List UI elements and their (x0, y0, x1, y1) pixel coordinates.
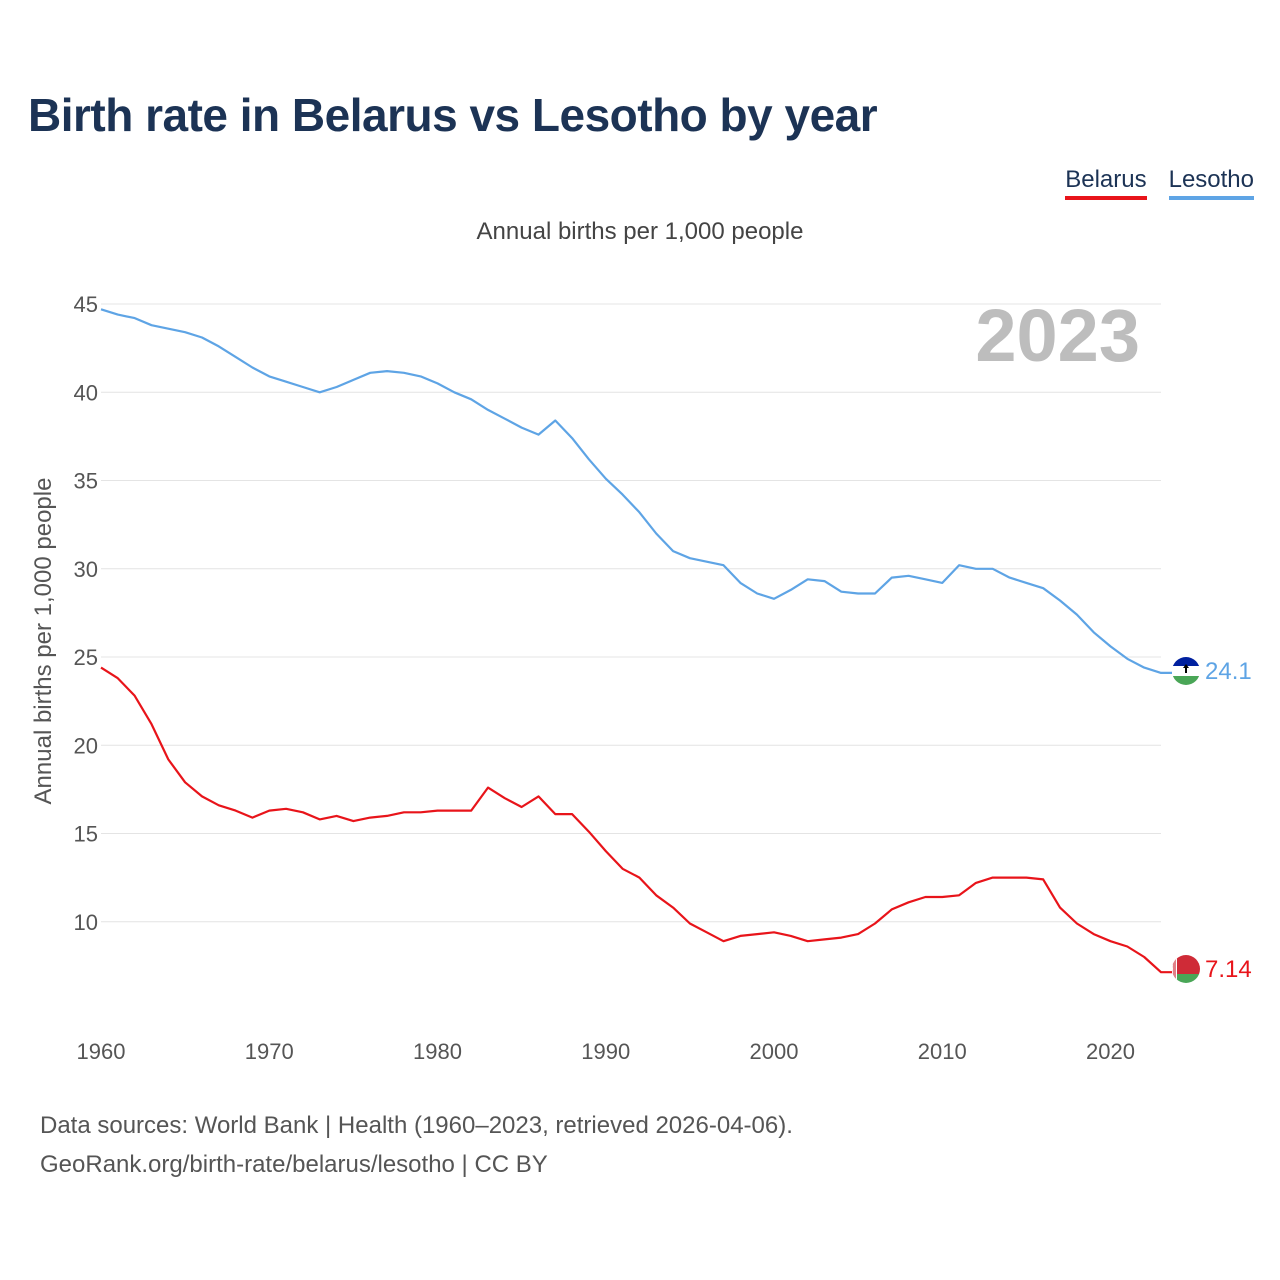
footer-attribution: GeoRank.org/birth-rate/belarus/lesotho |… (40, 1151, 548, 1178)
x-tick-label: 1960 (77, 1039, 126, 1064)
lesotho-flag-icon (1172, 657, 1200, 685)
y-tick-label: 10 (74, 910, 98, 935)
y-tick-label: 40 (74, 380, 98, 405)
x-tick-label: 1990 (581, 1039, 630, 1064)
legend-item-lesotho[interactable]: Lesotho (1168, 166, 1254, 200)
y-tick-label: 15 (74, 822, 98, 847)
y-tick-label: 25 (74, 645, 98, 670)
footer: Data sources: World Bank | Health (1960–… (40, 1106, 793, 1184)
x-tick-label: 1980 (413, 1039, 462, 1064)
x-tick-label: 2000 (750, 1039, 799, 1064)
y-tick-label: 45 (74, 292, 98, 317)
grid-lines (101, 303, 1161, 923)
x-tick-label: 2010 (918, 1039, 967, 1064)
y-tick-label: 20 (74, 733, 98, 758)
end-label-lesotho: 24.1 (1205, 658, 1252, 685)
series-line-belarus (100, 666, 1172, 974)
x-tick-label: 1970 (245, 1039, 294, 1064)
series-lines (100, 308, 1172, 974)
line-chart: 10 15 20 25 30 35 40 45 1960 1970 1980 1990 2000 201… (30, 292, 1252, 1064)
year-watermark: 2023 (975, 294, 1140, 377)
y-tick-label: 35 (74, 469, 98, 494)
page-title: Birth rate in Belarus vs Lesotho by year (28, 89, 878, 141)
x-tick-label: 2020 (1086, 1039, 1135, 1064)
x-axis-ticks: 1960 1970 1980 1990 2000 2010 2020 (77, 1039, 1135, 1064)
belarus-flag-icon (1172, 955, 1200, 983)
legend-item-belarus[interactable]: Belarus (1065, 166, 1147, 200)
end-label-belarus: 7.14 (1205, 956, 1252, 983)
y-tick-label: 30 (74, 557, 98, 582)
footer-sources: Data sources: World Bank | Health (1960–… (40, 1112, 793, 1139)
y-axis-ticks: 10 15 20 25 30 35 40 45 (74, 292, 98, 935)
y-axis-label: Annual births per 1,000 people (30, 478, 57, 805)
series-line-lesotho (100, 308, 1172, 674)
legend: Belarus Lesotho (1065, 166, 1254, 200)
chart-subtitle: Annual births per 1,000 people (476, 218, 804, 245)
